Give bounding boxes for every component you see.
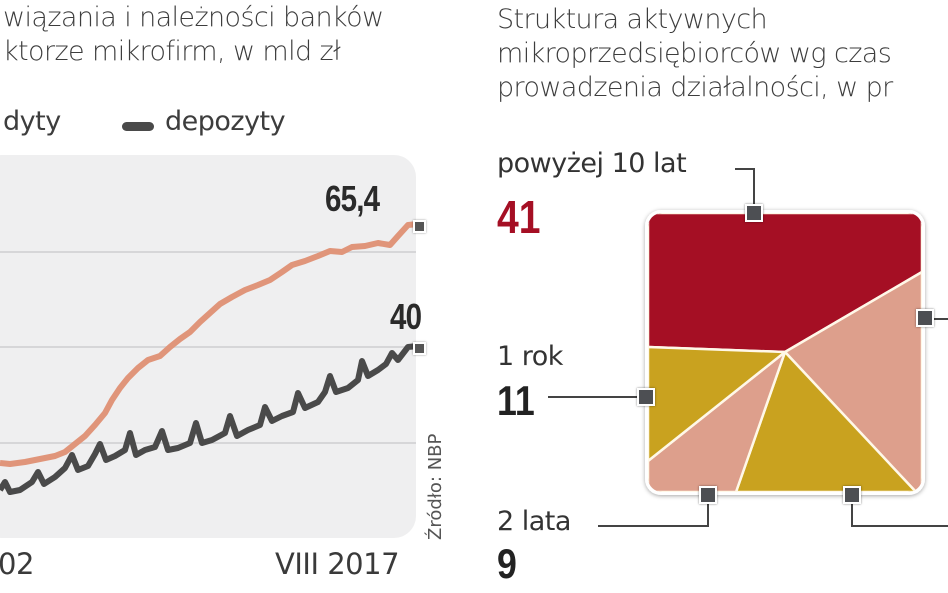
legend-kredyty: dyty xyxy=(3,106,61,137)
legend-depozyty-swatch xyxy=(122,122,154,131)
kredyty-line xyxy=(0,221,419,467)
line-chart-plot xyxy=(0,221,419,495)
leader-line xyxy=(932,318,948,320)
marker-bottom-right xyxy=(843,486,861,504)
marker-top xyxy=(745,204,763,222)
source-note: Źródło: NBP xyxy=(425,433,446,540)
kredyty-end-marker xyxy=(413,220,426,233)
value-1-rok: 11 xyxy=(497,377,535,424)
value-powyzej-10-lat: 41 xyxy=(497,191,541,243)
marker-left xyxy=(637,388,655,406)
right-chart-title-line1: Struktura aktywnych xyxy=(497,4,768,35)
value-2-lata: 9 xyxy=(497,540,517,587)
leader-line xyxy=(598,525,708,527)
square-pie-chart xyxy=(645,210,925,495)
marker-right xyxy=(916,309,934,327)
leader-line xyxy=(735,168,755,170)
label-2-lata: 2 lata xyxy=(497,506,571,537)
left-chart-title-line2: ktorze mikrofirm, w mld zł xyxy=(3,36,341,67)
leader-line xyxy=(548,396,640,398)
label-powyzej-10-lat: powyżej 10 lat xyxy=(497,148,687,179)
left-chart-title-line1: wiązania i należności banków xyxy=(3,2,384,33)
leader-line xyxy=(753,168,755,212)
legend-depozyty: depozyty xyxy=(165,106,286,137)
leader-line xyxy=(851,499,853,527)
leader-line xyxy=(707,499,709,527)
x-axis-start-label: 02 xyxy=(0,547,34,581)
label-1-rok: 1 rok xyxy=(497,341,563,372)
depozyty-line xyxy=(0,343,419,495)
gridline xyxy=(0,346,416,348)
x-axis-end-label: VIII 2017 xyxy=(275,547,400,581)
gridline xyxy=(0,251,416,253)
depozyty-end-marker xyxy=(413,342,426,355)
depozyty-end-value: 40 xyxy=(390,296,422,337)
leader-line xyxy=(851,525,948,527)
right-chart-title-line3: prowadzenia działalności, w pr xyxy=(497,72,893,103)
kredyty-end-value: 65,4 xyxy=(325,178,380,219)
marker-bottom-left xyxy=(699,486,717,504)
right-chart-title-line2: mikroprzedsiębiorców wg czas xyxy=(497,38,892,69)
segment-1-rok xyxy=(648,345,787,463)
